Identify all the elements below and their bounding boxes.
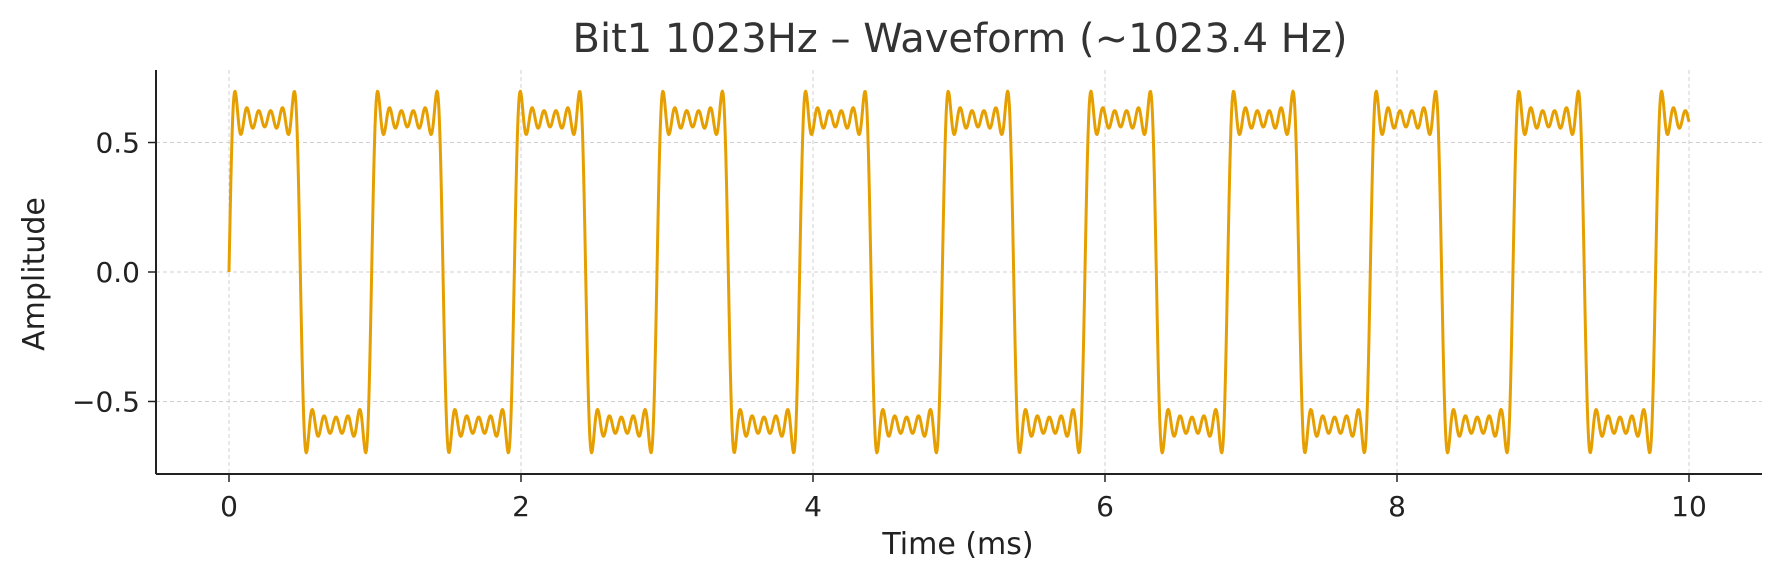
x-axis-label: Time (ms): [881, 527, 1033, 562]
x-axis-ticks: 0 2 4 6 8 10: [220, 474, 1707, 523]
y-axis-ticks: 0.5 0.0 −0.5: [72, 127, 156, 418]
chart-title: Bit1 1023Hz – Waveform (~1023.4 Hz): [573, 16, 1348, 62]
x-tick-label-0: 0: [220, 490, 238, 523]
y-tick-label-0: 0.5: [95, 127, 140, 160]
x-tick-label-1: 2: [512, 490, 530, 523]
x-tick-label-4: 8: [1388, 490, 1406, 523]
y-tick-label-2: −0.5: [72, 385, 140, 418]
grid: [156, 70, 1762, 474]
y-axis-label: Amplitude: [17, 197, 52, 351]
y-tick-label-1: 0.0: [95, 256, 140, 289]
plot-area: [227, 89, 1691, 455]
x-tick-label-2: 4: [804, 490, 822, 523]
x-tick-label-3: 6: [1096, 490, 1114, 523]
x-tick-label-5: 10: [1671, 490, 1707, 523]
series-line-0: [227, 89, 1691, 455]
